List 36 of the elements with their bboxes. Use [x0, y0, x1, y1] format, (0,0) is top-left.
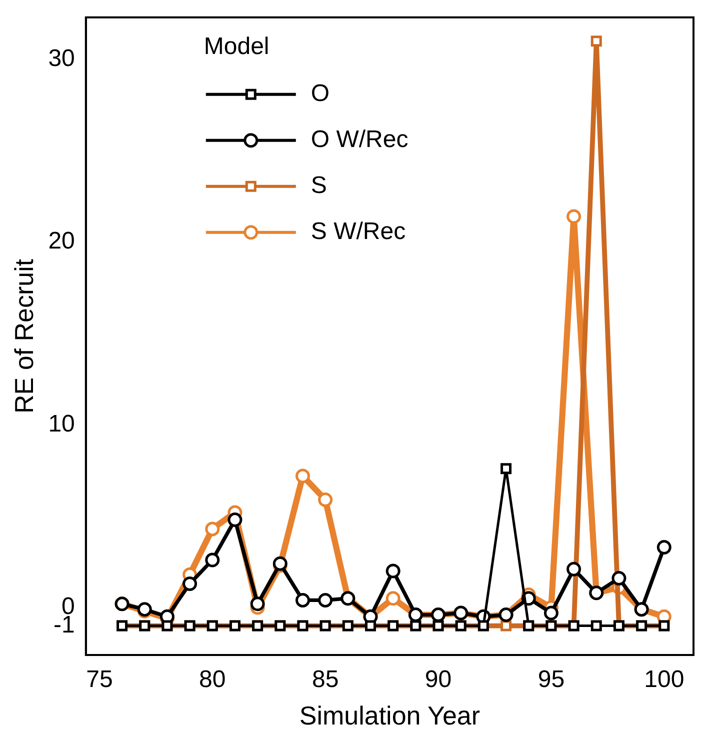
legend-label: O — [310, 80, 330, 108]
point — [566, 209, 582, 224]
x-tick-label: 80 — [199, 666, 226, 694]
point — [566, 562, 582, 576]
point — [612, 571, 626, 586]
legend-label: S W/Rec — [310, 218, 406, 246]
point — [318, 492, 333, 507]
x-tick-label: 95 — [538, 666, 565, 694]
legend-label: S — [310, 172, 327, 200]
y-tick-label: 20 — [48, 228, 75, 255]
point — [544, 606, 558, 620]
point — [205, 522, 220, 536]
y-tick-label: 10 — [48, 410, 75, 438]
legend-label: O W/Rec — [310, 126, 408, 154]
point — [182, 576, 198, 591]
point — [500, 620, 512, 632]
point — [295, 592, 310, 608]
point — [656, 540, 672, 554]
x-tick-label: 75 — [86, 666, 113, 694]
point — [386, 591, 400, 606]
y-tick-label: 30 — [48, 45, 75, 72]
point — [205, 552, 220, 568]
x-tick-label: 90 — [424, 666, 452, 694]
point — [590, 620, 602, 632]
y-axis-title: RE of Recruit — [8, 258, 39, 414]
x-tick-label: 100 — [644, 666, 684, 694]
point — [295, 468, 310, 484]
point — [228, 512, 242, 528]
x-tick-label: 85 — [312, 666, 339, 694]
x-axis-title: Simulation Year — [299, 700, 480, 731]
legend-title: Model — [204, 33, 270, 60]
point — [250, 596, 265, 612]
point — [318, 592, 333, 608]
point — [590, 36, 602, 47]
point — [500, 463, 512, 474]
point — [386, 564, 400, 578]
